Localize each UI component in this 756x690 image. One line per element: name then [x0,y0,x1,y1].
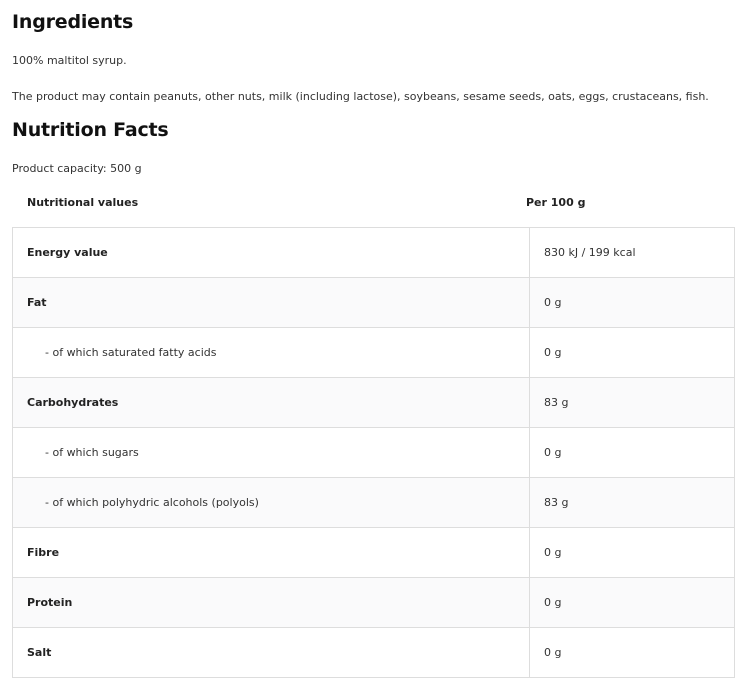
ingredients-text: 100% maltitol syrup. [12,54,127,67]
table-row: Energy value 830 kJ / 199 kcal [12,227,735,278]
nutrient-name: Fibre [12,527,530,578]
nutrient-name: Salt [12,627,530,678]
header-per-100g: Per 100 g [526,196,586,209]
nutrient-name: - of which saturated fatty acids [12,327,530,378]
product-capacity: Product capacity: 500 g [12,162,142,175]
nutrient-name: - of which polyhydric alcohols (polyols) [12,477,530,528]
nutrition-table: Energy value 830 kJ / 199 kcal Fat 0 g- of … [12,227,735,678]
nutrient-value: 830 kJ / 199 kcal [529,227,735,278]
nutrient-value: 0 g [529,577,735,628]
ingredients-heading: Ingredients [12,11,134,33]
nutrient-name: Fat [12,277,530,328]
nutrient-name: Protein [12,577,530,628]
table-row: Salt 0 g [12,627,735,678]
table-row: - of which sugars 0 g [12,427,735,478]
table-row: Fat 0 g [12,277,735,328]
table-row: Fibre 0 g [12,527,735,578]
nutrient-value: 0 g [529,627,735,678]
table-row: Carbohydrates 83 g [12,377,735,428]
nutrient-name: - of which sugars [12,427,530,478]
header-nutritional-values: Nutritional values [27,196,139,209]
table-row: - of which polyhydric alcohols (polyols)… [12,477,735,528]
table-row: Protein 0 g [12,577,735,628]
nutrient-value: 0 g [529,277,735,328]
nutrition-heading: Nutrition Facts [12,119,169,141]
nutrient-value: 0 g [529,427,735,478]
table-row: - of which saturated fatty acids 0 g [12,327,735,378]
nutrient-name: Carbohydrates [12,377,530,428]
nutrient-value: 83 g [529,477,735,528]
nutrient-value: 0 g [529,327,735,378]
nutrient-value: 83 g [529,377,735,428]
allergens-text: The product may contain peanuts, other n… [12,90,709,103]
nutrient-value: 0 g [529,527,735,578]
nutrient-name: Energy value [12,227,530,278]
